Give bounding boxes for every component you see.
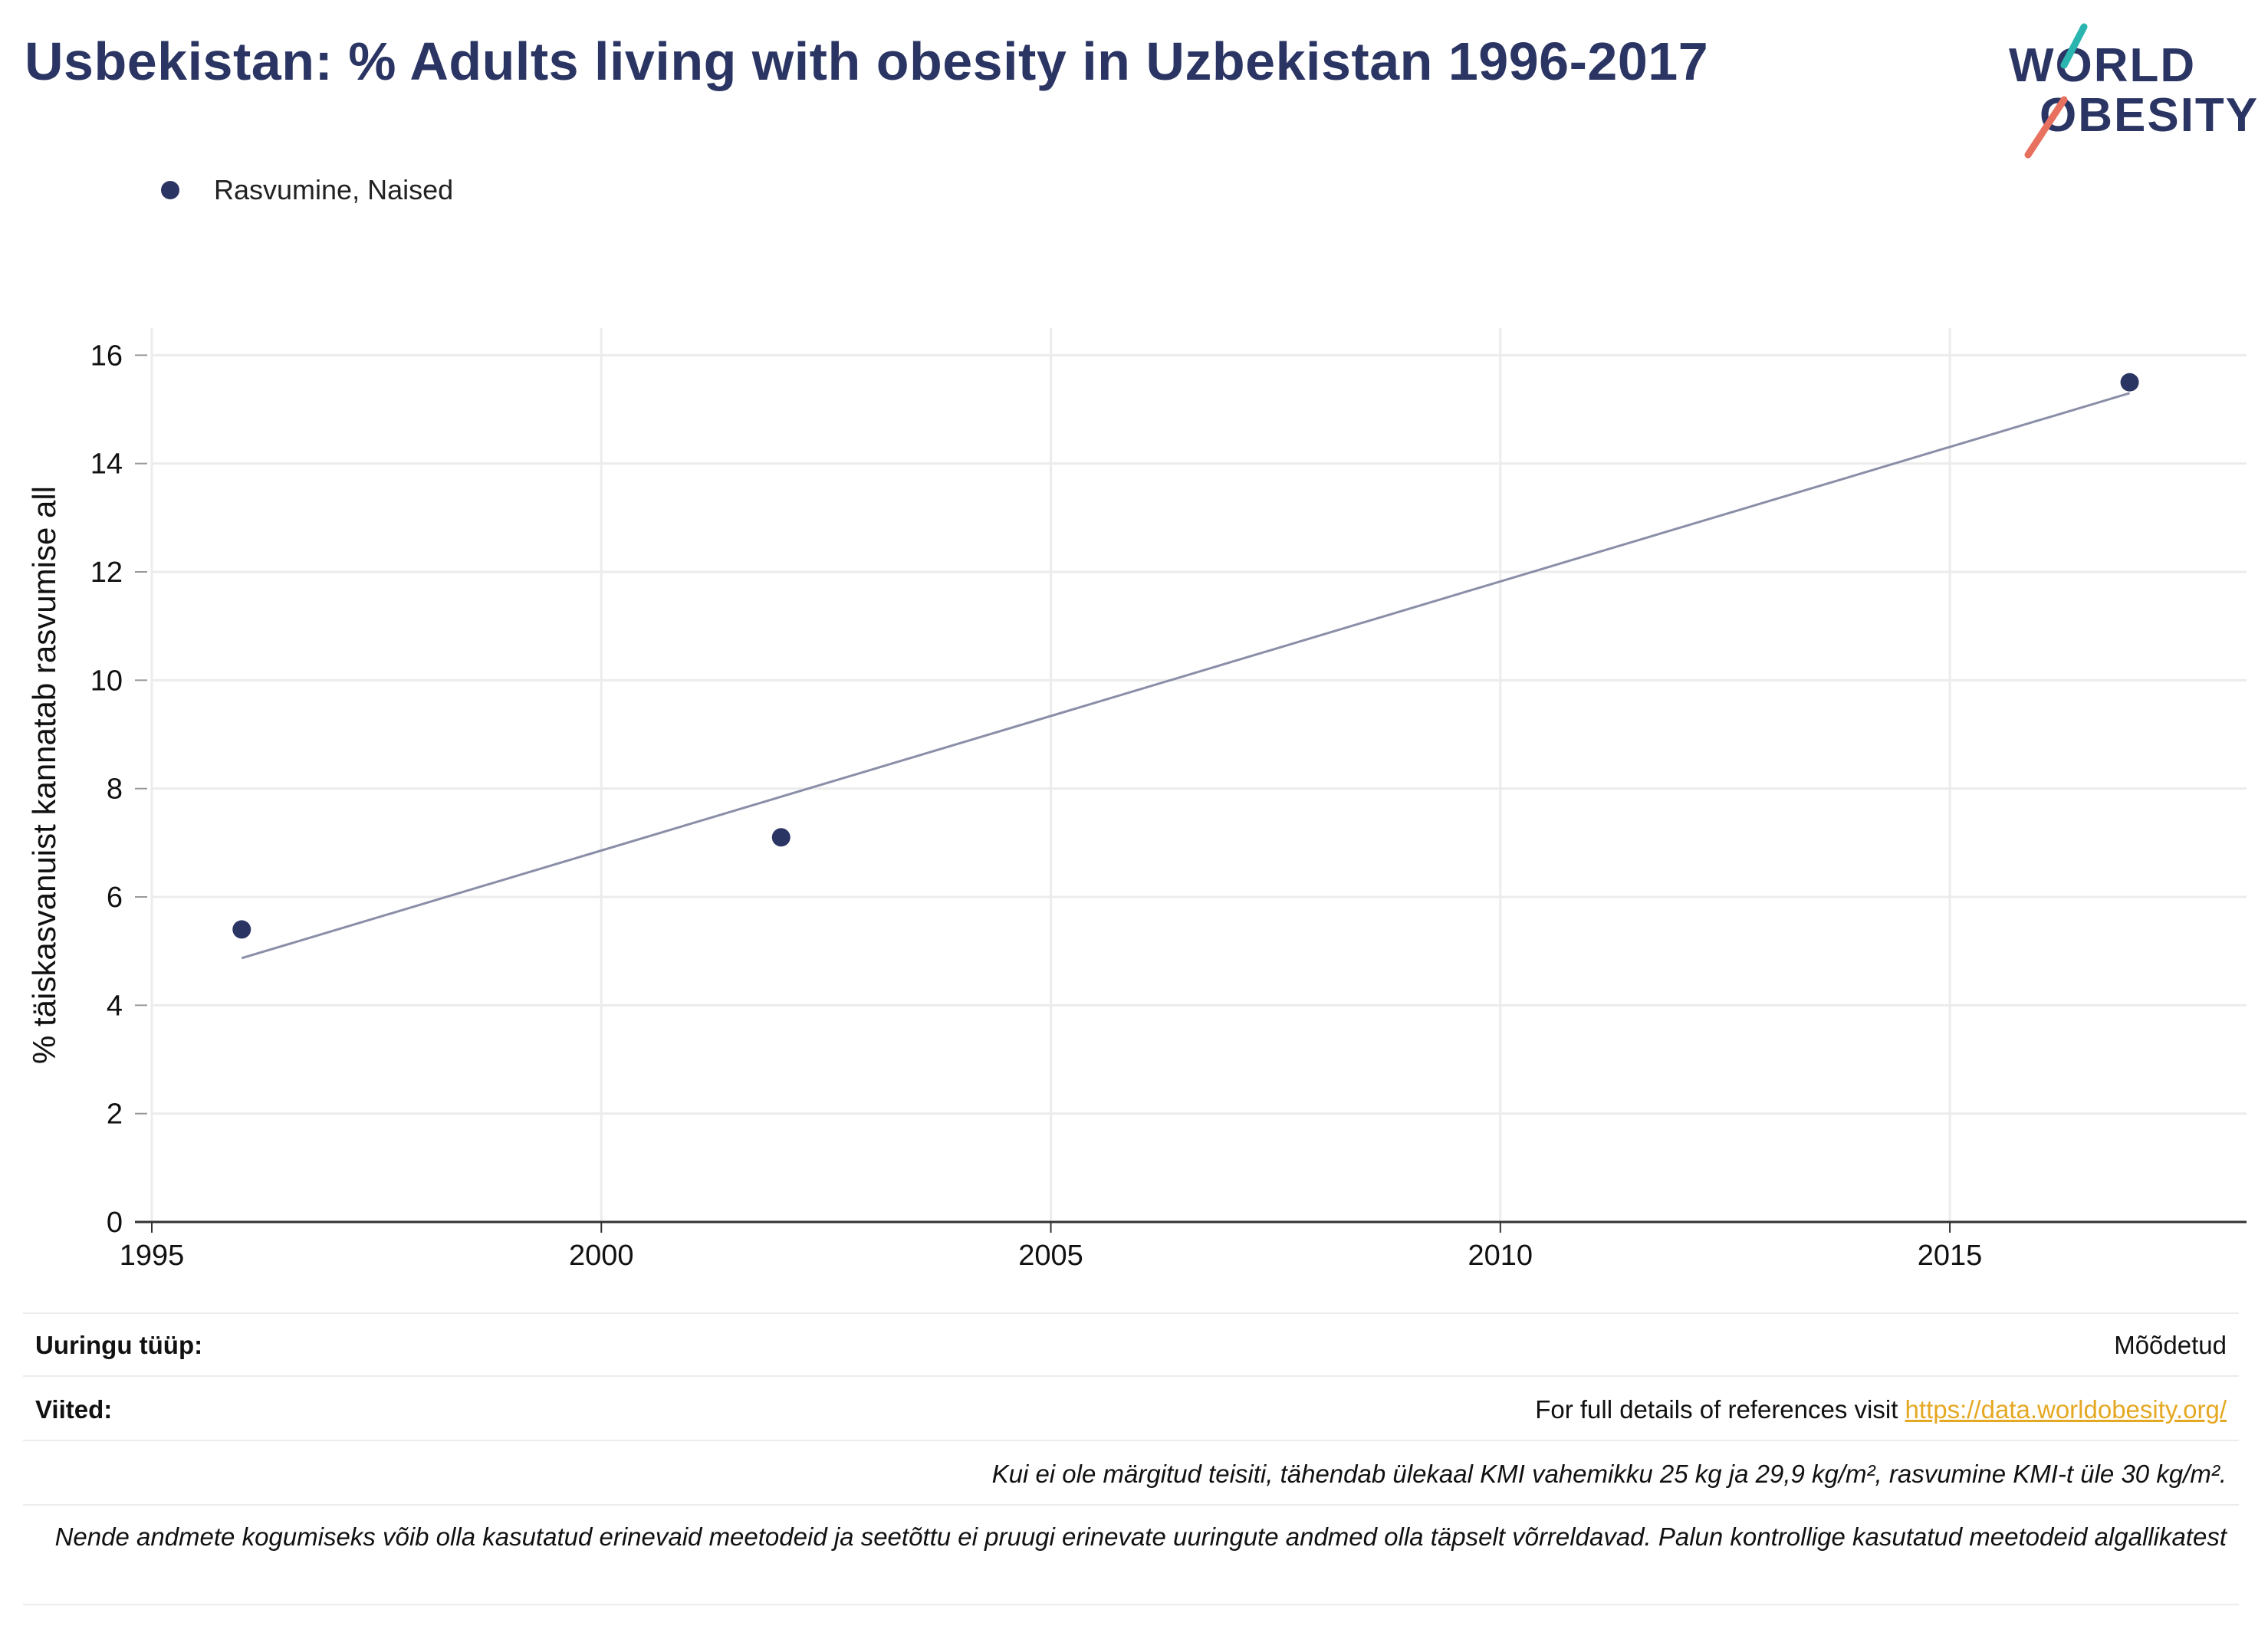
y-axis-title: % täiskasvanuist kannatab rasvumise all xyxy=(26,486,62,1064)
study-type-key: Uuringu tüüp: xyxy=(35,1331,203,1359)
logo-word-obesity: OBESITY xyxy=(2040,89,2260,142)
y-tick-label: 6 xyxy=(107,882,123,914)
study-type-value: Mõõdetud xyxy=(2114,1331,2227,1359)
y-tick-label: 14 xyxy=(90,448,123,481)
note-methods: Nende andmete kogumiseks võib olla kasut… xyxy=(54,1522,2227,1551)
logo-word-world: WORLD xyxy=(2009,39,2197,92)
footer-row-references: Viited: For full details of references v… xyxy=(23,1375,2239,1441)
y-tick-label: 8 xyxy=(107,774,123,806)
world-obesity-logo: WORLD OBESITY xyxy=(2001,23,2257,161)
legend-label: Rasvumine, Naised xyxy=(214,174,454,205)
references-text: For full details of references visit xyxy=(1535,1395,1905,1424)
footer-row-study-type: Uuringu tüüp: Mõõdetud xyxy=(23,1312,2239,1377)
y-tick-label: 4 xyxy=(107,990,123,1022)
data-point xyxy=(2120,373,2139,392)
references-link[interactable]: https://data.worldobesity.org/ xyxy=(1905,1395,2227,1424)
footer-row-note-bmi: Kui ei ole märgitud teisiti, tähendab ül… xyxy=(23,1440,2239,1506)
y-tick-label: 10 xyxy=(90,665,123,697)
chart-title: Usbekistan: % Adults living with obesity… xyxy=(25,31,1709,91)
footer-row-note-methods: Nende andmete kogumiseks võib olla kasut… xyxy=(23,1504,2239,1605)
x-tick-label: 2010 xyxy=(1468,1240,1533,1272)
y-tick-label: 16 xyxy=(90,340,123,372)
scatter-chart: 0 2 4 6 8 10 12 14 16 1995 2000 2005 2010 2015 % täisk… xyxy=(26,328,2247,1272)
x-tick-label: 2005 xyxy=(1018,1240,1083,1272)
x-tick-label: 2015 xyxy=(1918,1240,1983,1272)
x-tick-label: 2000 xyxy=(569,1240,634,1272)
trend-line xyxy=(241,392,2131,960)
legend: Rasvumine, Naised xyxy=(161,174,454,205)
references-value: For full details of references visit htt… xyxy=(1535,1395,2227,1424)
y-tick-label: 2 xyxy=(107,1099,123,1131)
data-point xyxy=(771,828,791,847)
data-point xyxy=(232,920,251,939)
logo-slash-icon xyxy=(2024,23,2088,159)
legend-marker xyxy=(161,181,179,199)
y-tick-label: 12 xyxy=(90,557,123,589)
y-tick-label: 0 xyxy=(107,1207,123,1239)
note-bmi: Kui ei ole märgitud teisiti, tähendab ül… xyxy=(991,1460,2227,1488)
references-key: Viited: xyxy=(35,1395,113,1424)
x-tick-label: 1995 xyxy=(120,1240,185,1272)
